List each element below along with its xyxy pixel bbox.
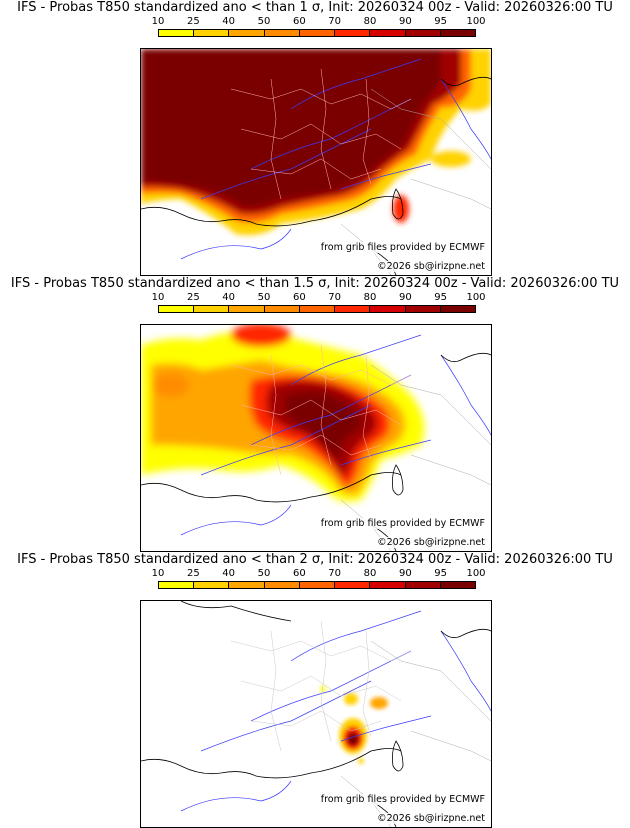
colorbar-ticks: 10 25 40 50 60 70 80 90 95 100	[152, 16, 486, 28]
colorbar-cells	[158, 305, 476, 313]
colorbar-cells	[158, 29, 476, 37]
panel-title: IFS - Probas T850 standardized ano < tha…	[10, 276, 620, 291]
colorbar-swatch	[405, 306, 441, 312]
colorbar-ticks: 10 25 40 50 60 70 80 90 95 100	[152, 292, 486, 304]
copyright-note: ©2026 sb@irizpne.net	[375, 537, 487, 548]
colorbar-tick-label: 40	[222, 292, 236, 303]
probability-map: from grib files provided by ECMWF ©2026 …	[140, 600, 492, 828]
rivers-layer	[180, 58, 491, 260]
colorbar-swatch	[370, 30, 406, 36]
colorbar-swatch	[370, 306, 406, 312]
colorbar-tick-label: 60	[292, 16, 306, 27]
colorbar-tick-label: 10	[151, 568, 165, 579]
colorbar-swatch	[440, 30, 475, 36]
colorbar-tick-label: 40	[222, 568, 236, 579]
colorbar-tick-label: 90	[398, 568, 412, 579]
colorbar-swatch	[405, 30, 441, 36]
panel-title: IFS - Probas T850 standardized ano < tha…	[17, 552, 613, 567]
probability-map: from grib files provided by ECMWF ©2026 …	[140, 48, 492, 276]
colorbar-tick-label: 10	[151, 16, 165, 27]
colorbar-tick-label: 70	[328, 568, 342, 579]
regional-borders-layer	[230, 620, 412, 752]
colorbar-tick-label: 80	[363, 16, 377, 27]
map-panel-2sigma: IFS - Probas T850 standardized ano < tha…	[0, 552, 630, 828]
colorbar-tick-label: 70	[328, 16, 342, 27]
rivers-layer	[180, 610, 491, 812]
map-panel-1sigma: IFS - Probas T850 standardized ano < tha…	[0, 0, 630, 276]
probability-field	[141, 49, 491, 236]
regional-borders-layer	[230, 344, 412, 476]
colorbar-tick-label: 90	[398, 292, 412, 303]
colorbar-tick-label: 95	[434, 568, 448, 579]
colorbar-tick-label: 50	[257, 568, 271, 579]
colorbar-tick-label: 80	[363, 568, 377, 579]
colorbar-swatch	[264, 582, 300, 588]
colorbar-swatch	[335, 30, 371, 36]
colorbar-swatch	[159, 30, 195, 36]
colorbar-tick-label: 80	[363, 292, 377, 303]
colorbar-swatch	[405, 582, 441, 588]
probability-map: from grib files provided by ECMWF ©2026 …	[140, 324, 492, 552]
colorbar-tick-label: 60	[292, 292, 306, 303]
colorbar-tick-label: 95	[434, 292, 448, 303]
colorbar-swatch	[299, 582, 336, 588]
colorbar-tick-label: 100	[466, 292, 486, 303]
colorbar-tick-label: 100	[466, 568, 486, 579]
colorbar-tick-label: 25	[186, 568, 200, 579]
colorbar-legend: 10 25 40 50 60 70 80 90 95 100	[152, 568, 486, 596]
probability-field	[141, 325, 425, 502]
colorbar-swatch	[440, 306, 475, 312]
colorbar-swatch	[264, 306, 300, 312]
data-source-note: from grib files provided by ECMWF	[318, 242, 487, 253]
colorbar-swatch	[229, 582, 265, 588]
probability-field	[320, 686, 388, 764]
colorbar-tick-label: 25	[186, 292, 200, 303]
colorbar-tick-label: 95	[434, 16, 448, 27]
colorbar-tick-label: 10	[151, 292, 165, 303]
colorbar-swatch	[229, 306, 265, 312]
colorbar-tick-label: 25	[186, 16, 200, 27]
colorbar-swatch	[159, 582, 195, 588]
panel-title: IFS - Probas T850 standardized ano < tha…	[17, 0, 613, 15]
map-panel-1-5sigma: IFS - Probas T850 standardized ano < tha…	[0, 276, 630, 552]
colorbar-legend: 10 25 40 50 60 70 80 90 95 100	[152, 16, 486, 44]
map-canvas	[141, 325, 491, 551]
colorbar-swatch	[299, 306, 336, 312]
copyright-note: ©2026 sb@irizpne.net	[375, 261, 487, 272]
data-source-note: from grib files provided by ECMWF	[318, 518, 487, 529]
copyright-note: ©2026 sb@irizpne.net	[375, 813, 487, 824]
colorbar-swatch	[159, 306, 195, 312]
colorbar-tick-label: 60	[292, 568, 306, 579]
colorbar-tick-label: 50	[257, 16, 271, 27]
colorbar-swatch	[194, 582, 230, 588]
data-source-note: from grib files provided by ECMWF	[318, 794, 487, 805]
colorbar-tick-label: 100	[466, 16, 486, 27]
rivers-layer	[180, 334, 491, 536]
colorbar-cells	[158, 581, 476, 589]
colorbar-swatch	[264, 30, 300, 36]
colorbar-swatch	[370, 582, 406, 588]
colorbar-swatch	[229, 30, 265, 36]
map-canvas	[141, 49, 491, 275]
colorbar-tick-label: 40	[222, 16, 236, 27]
colorbar-swatch	[299, 30, 336, 36]
colorbar-swatch	[440, 582, 475, 588]
colorbar-tick-label: 50	[257, 292, 271, 303]
colorbar-swatch	[194, 30, 230, 36]
colorbar-tick-label: 90	[398, 16, 412, 27]
colorbar-swatch	[194, 306, 230, 312]
colorbar-swatch	[335, 306, 371, 312]
colorbar-tick-label: 70	[328, 292, 342, 303]
regional-borders-layer	[230, 68, 412, 200]
colorbar-ticks: 10 25 40 50 60 70 80 90 95 100	[152, 568, 486, 580]
colorbar-swatch	[335, 582, 371, 588]
colorbar-legend: 10 25 40 50 60 70 80 90 95 100	[152, 292, 486, 320]
